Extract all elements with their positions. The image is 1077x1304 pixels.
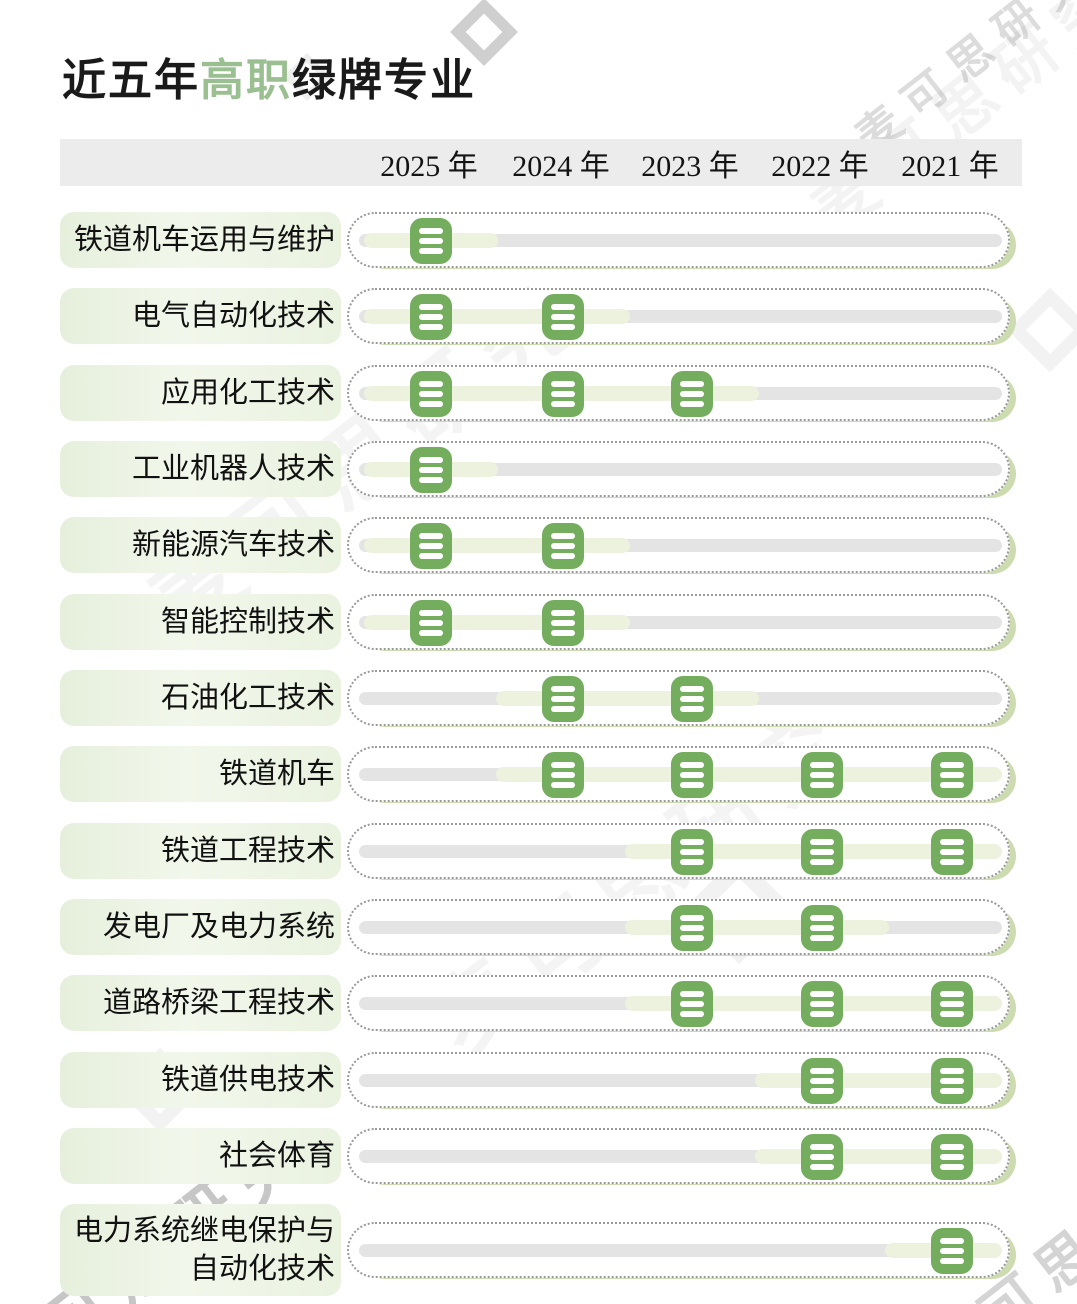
year-column-label: 2021 年 [901, 149, 999, 183]
year-column-label: 2023 年 [641, 149, 739, 183]
green-card-badge [931, 752, 973, 798]
track-highlight [496, 767, 1002, 782]
green-card-badge [542, 523, 584, 569]
track-highlight [364, 615, 630, 630]
green-card-badge [931, 829, 973, 875]
year-track [347, 288, 1010, 344]
green-card-badge [801, 829, 843, 875]
major-label: 智能控制技术 [60, 594, 341, 650]
green-card-badge [931, 1058, 973, 1104]
year-column-label: 2025 年 [380, 149, 478, 183]
green-card-badge [410, 447, 452, 493]
green-card-badge [410, 523, 452, 569]
year-track [347, 212, 1010, 268]
major-label: 发电厂及电力系统 [60, 899, 341, 955]
track-bar [359, 463, 1002, 476]
major-label: 铁道工程技术 [60, 823, 341, 879]
green-card-badge [801, 1058, 843, 1104]
major-label: 新能源汽车技术 [60, 517, 341, 573]
major-label: 电力系统继电保护与 自动化技术 [60, 1204, 341, 1296]
green-card-badge [671, 371, 713, 417]
green-card-badge [801, 981, 843, 1027]
year-header-band: 2025 年 2024 年 2023 年 2022 年 2021 年 [60, 139, 1022, 186]
year-track [347, 365, 1010, 421]
major-label: 铁道机车 [60, 746, 341, 802]
green-card-badge [542, 676, 584, 722]
green-card-badge [410, 600, 452, 646]
green-card-badge [542, 371, 584, 417]
green-card-badge [410, 218, 452, 264]
green-card-badge [410, 294, 452, 340]
green-card-badge [671, 981, 713, 1027]
major-label: 电气自动化技术 [60, 288, 341, 344]
year-track [347, 1222, 1010, 1278]
green-card-badge [671, 905, 713, 951]
year-track [347, 746, 1010, 802]
green-card-badge [801, 752, 843, 798]
year-column-label: 2022 年 [771, 149, 869, 183]
major-label: 应用化工技术 [60, 365, 341, 421]
track-highlight [364, 309, 630, 324]
green-card-badge [671, 829, 713, 875]
year-track [347, 823, 1010, 879]
year-track [347, 517, 1010, 573]
year-track [347, 1128, 1010, 1184]
track-bar [359, 234, 1002, 247]
track-highlight [364, 538, 630, 553]
green-card-badge [542, 752, 584, 798]
green-card-badge [671, 676, 713, 722]
year-track [347, 441, 1010, 497]
green-card-badge [931, 1228, 973, 1274]
year-track [347, 1052, 1010, 1108]
green-card-badge [671, 752, 713, 798]
watermark-logo [1007, 287, 1077, 373]
green-card-badge [410, 371, 452, 417]
green-card-badge [931, 981, 973, 1027]
major-label: 铁道供电技术 [60, 1052, 341, 1108]
green-card-badge [931, 1134, 973, 1180]
page-title: 近五年高职绿牌专业 [62, 44, 476, 108]
title-suffix: 绿牌专业 [292, 56, 476, 105]
major-label: 石油化工技术 [60, 670, 341, 726]
title-highlight: 高职 [200, 56, 292, 105]
year-track [347, 594, 1010, 650]
major-label: 工业机器人技术 [60, 441, 341, 497]
track-bar [359, 1244, 1002, 1257]
year-track [347, 975, 1010, 1031]
major-label: 铁道机车运用与维护 [60, 212, 341, 268]
year-track [347, 899, 1010, 955]
green-card-badge [542, 294, 584, 340]
track-highlight [496, 691, 759, 706]
green-card-badge [801, 1134, 843, 1180]
green-card-badge [542, 600, 584, 646]
major-label: 社会体育 [60, 1128, 341, 1184]
year-track [347, 670, 1010, 726]
track-highlight [625, 920, 889, 935]
major-label: 道路桥梁工程技术 [60, 975, 341, 1031]
title-prefix: 近五年 [62, 56, 200, 105]
year-column-label: 2024 年 [512, 149, 610, 183]
green-card-badge [801, 905, 843, 951]
